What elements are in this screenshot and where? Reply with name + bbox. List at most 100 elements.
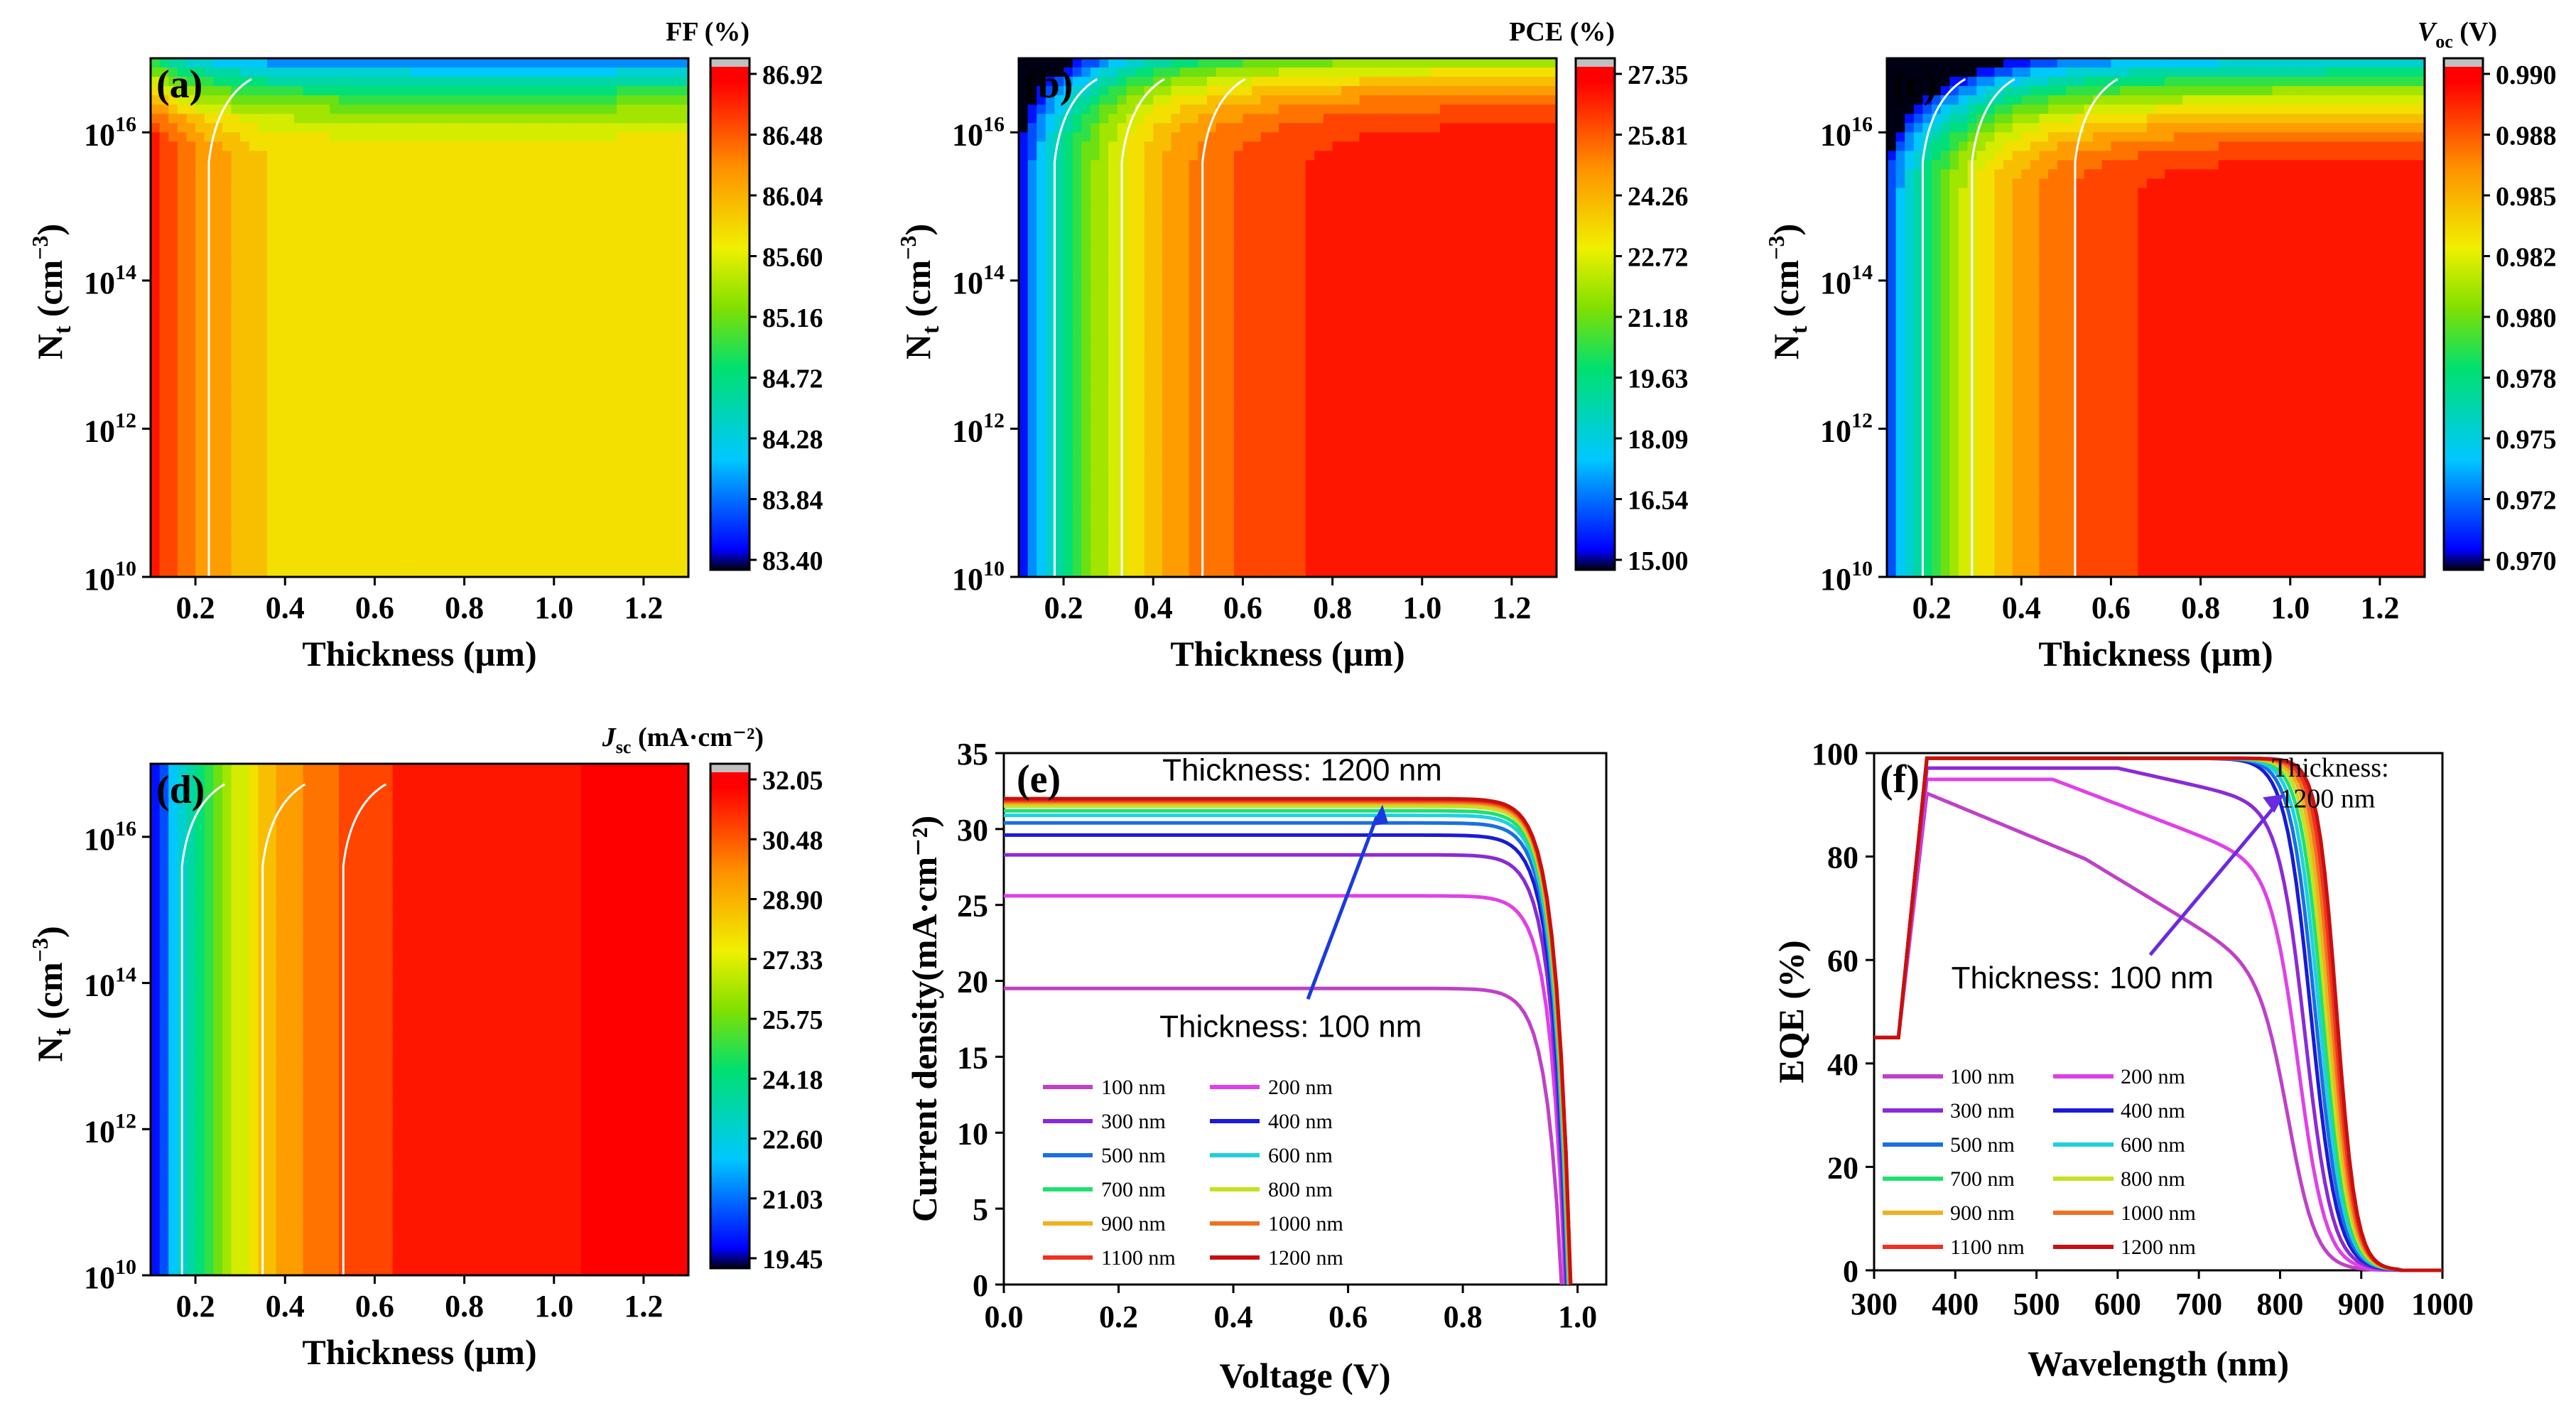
heatmap-cell [526,151,537,161]
heatmap-cell [1206,530,1217,541]
heatmap-cell [293,123,304,133]
heatmap-cell [177,465,188,476]
heatmap-cell [357,206,367,217]
heatmap-cell [1135,151,1145,161]
heatmap-cell [401,465,411,476]
heatmap-cell [267,114,277,124]
heatmap-cell [437,86,447,96]
heatmap-cell [258,308,268,318]
heatmap-cell [1171,178,1181,189]
heatmap-cell [222,261,232,272]
heatmap-cell [195,548,205,559]
heatmap-cell [1072,493,1082,504]
heatmap-cell [437,132,447,142]
heatmap-cell [186,206,196,217]
heatmap-cell [419,475,429,485]
heatmap-cell [1225,243,1235,254]
heatmap-cell [553,243,563,254]
heatmap-cell [231,345,241,355]
heatmap-cell [347,336,357,346]
heatmap-cell [679,355,689,364]
heatmap-cell [1108,206,1118,217]
heatmap-cell [661,355,671,364]
heatmap-cell [607,382,617,392]
heatmap-cell [1260,410,1270,420]
heatmap-cell [545,261,555,272]
heatmap-cell [598,206,609,217]
heatmap-cell [159,160,169,171]
heatmap-cell [293,539,304,550]
heatmap-cell [1037,169,1046,180]
heatmap-cell [195,77,205,87]
heatmap-cell [374,382,384,392]
heatmap-cell [455,280,465,291]
heatmap-cell [617,169,627,180]
heatmap-cell [607,539,617,550]
heatmap-cell [482,114,492,124]
heatmap-cell [401,419,411,430]
heatmap-cell [1252,86,1262,96]
heatmap-cell [473,447,483,458]
heatmap-cell [1072,141,1082,151]
heatmap-cell [634,327,644,337]
heatmap-cell [1019,95,1029,105]
heatmap-cell [428,345,438,355]
heatmap-cell [231,438,241,448]
heatmap-cell [401,512,411,522]
heatmap-cell [240,345,250,355]
heatmap-cell [338,419,349,430]
heatmap-cell [374,567,384,578]
heatmap-cell [1099,280,1109,291]
heatmap-cell [1233,178,1244,189]
heatmap-cell [1027,289,1037,300]
heatmap-cell [1126,355,1136,364]
heatmap-cell [159,355,169,364]
heatmap-cell [231,215,241,226]
heatmap-cell [213,280,223,291]
heatmap-cell [1090,188,1100,198]
heatmap-cell [1243,521,1252,531]
heatmap-cell [526,58,537,68]
heatmap-cell [428,77,438,87]
heatmap-cell [446,373,456,383]
heatmap-cell [437,67,447,77]
heatmap-cell [455,428,465,439]
heatmap-cell [563,225,573,235]
heatmap-cell [661,438,671,448]
heatmap-cell [634,141,644,151]
heatmap-cell [177,151,188,161]
heatmap-cell [159,123,169,133]
heatmap-cell [401,539,411,550]
heatmap-cell [580,401,590,411]
heatmap-cell [464,261,474,272]
heatmap-cell [312,419,322,430]
heatmap-cell [177,298,188,309]
heatmap-cell [607,502,617,513]
heatmap-cell [374,132,384,142]
heatmap-cell [392,206,402,217]
heatmap-cell [1027,114,1037,124]
heatmap-cell [545,447,555,458]
heatmap-cell [661,539,671,550]
heatmap-cell [222,234,232,244]
heatmap-cell [159,502,169,513]
heatmap-cell [661,67,671,77]
heatmap-cell [1090,225,1100,235]
heatmap-cell [1225,298,1235,309]
heatmap-cell [258,225,268,235]
heatmap-cell [410,493,421,504]
heatmap-cell [1090,178,1100,189]
heatmap-cell [661,428,671,439]
heatmap-cell [1027,558,1037,568]
heatmap-cell [1126,151,1136,161]
heatmap-cell [213,86,223,96]
heatmap-cell [401,67,411,77]
heatmap-cell [563,132,573,142]
heatmap-cell [571,280,582,291]
heatmap-cell [240,114,250,124]
heatmap-cell [357,58,367,68]
heatmap-cell [643,539,654,550]
colorbar-overflow [710,58,749,67]
heatmap-cell [159,188,169,198]
heatmap-cell [1081,67,1091,77]
